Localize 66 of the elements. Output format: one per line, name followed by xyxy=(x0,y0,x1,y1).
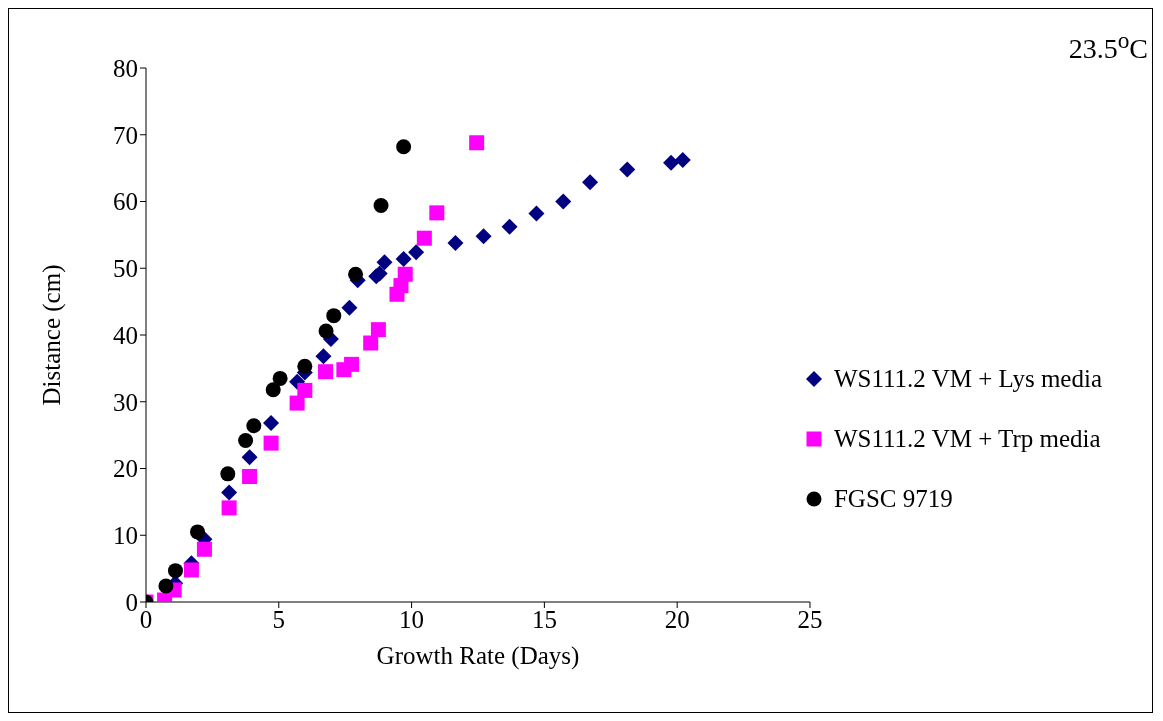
x-axis-title: Growth Rate (Days) xyxy=(376,642,580,670)
point xyxy=(263,415,280,432)
point xyxy=(242,469,258,485)
x-tick-label: 20 xyxy=(664,605,690,633)
point xyxy=(183,562,199,578)
point xyxy=(238,432,254,448)
point xyxy=(341,299,358,316)
point xyxy=(373,198,389,214)
point xyxy=(297,382,313,398)
point xyxy=(241,449,258,466)
point xyxy=(221,500,237,516)
y-tick-label: 40 xyxy=(113,321,138,349)
point xyxy=(397,266,413,282)
point xyxy=(297,358,313,374)
point xyxy=(246,418,262,434)
point xyxy=(555,193,572,210)
point xyxy=(344,356,360,372)
x-tick-label: 15 xyxy=(531,605,557,633)
point xyxy=(315,348,332,365)
point xyxy=(318,364,334,380)
point xyxy=(663,154,680,171)
point xyxy=(408,244,425,261)
y-tick-label: 70 xyxy=(113,121,138,149)
point xyxy=(190,524,206,540)
y-tick-label: 0 xyxy=(125,588,138,616)
point xyxy=(416,230,432,246)
point xyxy=(674,152,691,169)
point xyxy=(196,541,212,557)
y-tick-label: 80 xyxy=(113,54,138,82)
point xyxy=(158,578,174,594)
point xyxy=(376,254,393,271)
x-tick-label: 10 xyxy=(399,605,425,633)
y-tick-label: 60 xyxy=(113,188,138,216)
point xyxy=(289,395,305,411)
point xyxy=(265,382,281,398)
x-tick-label: 5 xyxy=(272,605,286,633)
point xyxy=(501,218,518,235)
point xyxy=(370,322,386,338)
y-tick-label: 30 xyxy=(113,388,138,416)
y-tick-label: 10 xyxy=(113,522,138,550)
text: 23.5$^{o}$C xyxy=(1068,27,1148,66)
y-tick-label: 50 xyxy=(113,255,138,283)
point xyxy=(272,370,288,386)
point xyxy=(318,323,334,339)
point xyxy=(528,205,545,222)
point xyxy=(429,205,445,221)
y-axis-title: Distance (cm) xyxy=(37,264,66,406)
point xyxy=(619,161,636,178)
y-tick-label: 20 xyxy=(113,455,138,483)
point xyxy=(396,139,412,155)
point xyxy=(469,135,485,151)
x-tick-label: 25 xyxy=(797,605,823,633)
point xyxy=(348,266,364,282)
point xyxy=(395,250,412,267)
point xyxy=(221,484,238,501)
point xyxy=(263,435,279,451)
point xyxy=(220,466,236,482)
legend-label: WS111.2 VM + Lys media xyxy=(833,365,1102,393)
legend-label: WS111.2 VM + Trp media xyxy=(833,425,1101,453)
point xyxy=(447,234,464,251)
legend-label: FGSC 9719 xyxy=(833,485,953,513)
point xyxy=(582,174,599,191)
point xyxy=(475,228,492,245)
point xyxy=(326,308,342,324)
point xyxy=(363,335,379,351)
point xyxy=(167,563,183,579)
